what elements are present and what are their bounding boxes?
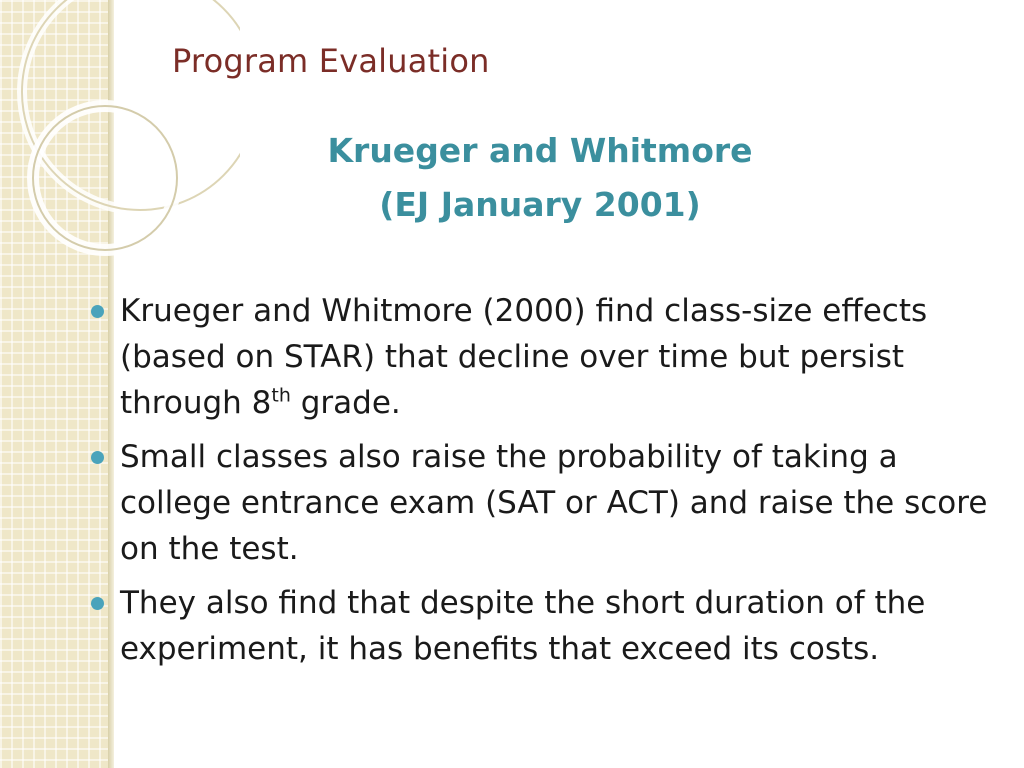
bullet-list: Krueger and Whitmore (2000) find class-s… — [88, 288, 988, 680]
bullet-item: They also find that despite the short du… — [88, 580, 988, 672]
subtitle-line-1: Krueger and Whitmore — [327, 131, 753, 170]
bullet-marker-icon — [91, 597, 104, 610]
ordinal-superscript: th — [271, 384, 291, 407]
bullet-marker-icon — [91, 305, 104, 318]
decorative-rings — [17, 0, 240, 256]
bullet-marker-icon — [91, 451, 104, 464]
subtitle-line-2: (EJ January 2001) — [379, 185, 701, 224]
slide-subtitle: Krueger and Whitmore (EJ January 2001) — [270, 124, 810, 232]
slide-title: Program Evaluation — [172, 42, 490, 80]
bullet-text: Krueger and Whitmore (2000) find class-s… — [120, 293, 928, 421]
bullet-text: They also find that despite the short du… — [120, 585, 926, 667]
band-edge-divider — [108, 0, 114, 768]
bullet-text: Small classes also raise the probability… — [120, 439, 988, 567]
bullet-item: Krueger and Whitmore (2000) find class-s… — [88, 288, 988, 426]
bullet-item: Small classes also raise the probability… — [88, 434, 988, 572]
bullet-text-suffix: grade. — [290, 385, 401, 421]
